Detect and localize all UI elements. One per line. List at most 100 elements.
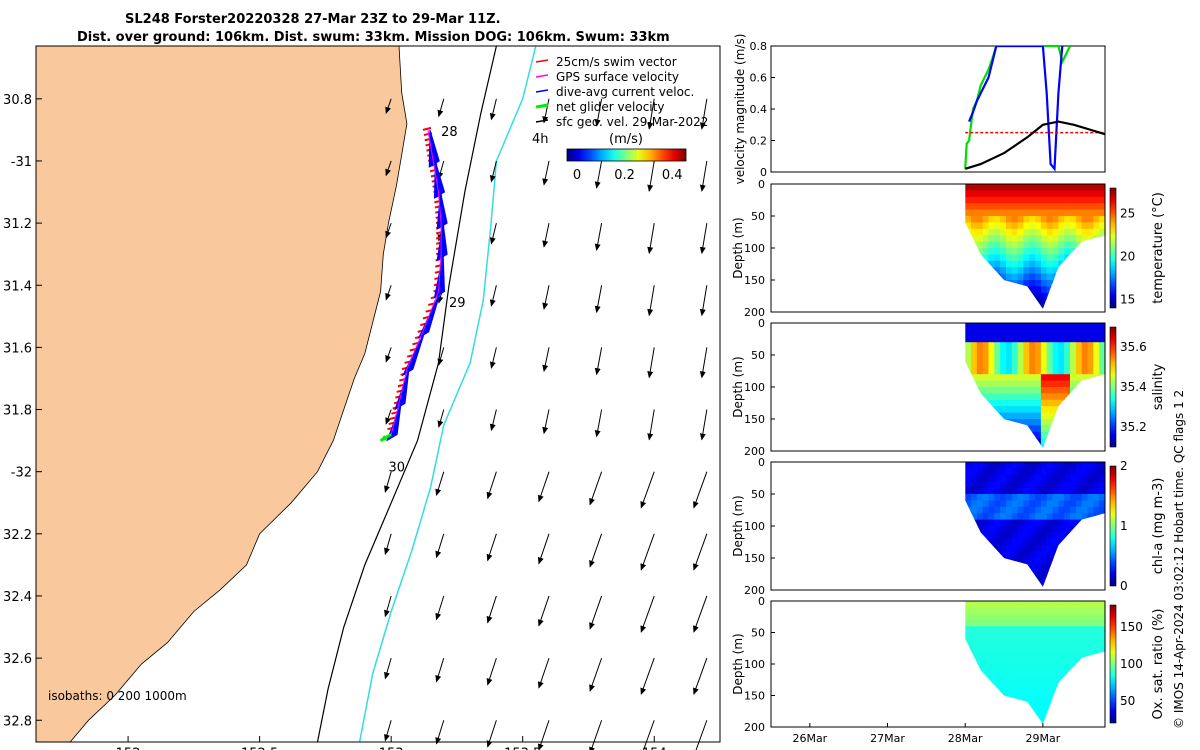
section-cell bbox=[1035, 273, 1042, 281]
section-cell bbox=[1023, 196, 1030, 204]
section-cell bbox=[1017, 545, 1024, 553]
section-cell bbox=[1006, 393, 1013, 401]
section-cell bbox=[971, 513, 978, 521]
section-cell bbox=[1099, 645, 1105, 652]
day-label: 29 bbox=[449, 296, 466, 311]
section-cell bbox=[1099, 196, 1105, 204]
section-cell bbox=[1040, 387, 1048, 394]
section-cell bbox=[1006, 638, 1013, 646]
section-cell bbox=[982, 670, 990, 678]
section-cell bbox=[1093, 632, 1100, 640]
section-cell bbox=[1023, 513, 1030, 521]
section-cell bbox=[965, 222, 972, 230]
section-cell bbox=[1064, 462, 1071, 469]
map-x-tick-label: 153.5 bbox=[504, 747, 541, 750]
section-cell bbox=[1064, 651, 1071, 659]
map-x-tick-label: 154 bbox=[642, 747, 667, 750]
section-cell bbox=[1081, 361, 1089, 369]
section-cell bbox=[1000, 348, 1007, 356]
section-cell bbox=[1023, 632, 1030, 640]
section-cell bbox=[1087, 632, 1094, 640]
section-cell bbox=[1011, 335, 1019, 343]
section-cell bbox=[994, 632, 1001, 640]
section-cell bbox=[1087, 367, 1094, 375]
section-cell bbox=[1046, 374, 1054, 382]
section-cell bbox=[1093, 607, 1100, 615]
velocity-y-tick-label: 0.4 bbox=[750, 103, 768, 116]
section-cell bbox=[1029, 613, 1036, 621]
section-cell bbox=[976, 626, 984, 634]
depth-tick-label: 50 bbox=[751, 349, 765, 362]
section-cell bbox=[965, 203, 972, 211]
section-cell bbox=[1040, 280, 1048, 287]
section-cell bbox=[1040, 329, 1048, 337]
section-cell bbox=[1017, 228, 1024, 236]
section-cell bbox=[1035, 626, 1042, 634]
section-cell bbox=[1093, 638, 1100, 646]
colorbar-tick-label: 2 bbox=[1120, 459, 1128, 473]
section-cell bbox=[1011, 538, 1019, 546]
section-cell bbox=[994, 651, 1001, 659]
section-cell bbox=[1081, 601, 1089, 608]
section-cell bbox=[1006, 228, 1013, 236]
section-cell bbox=[1006, 216, 1013, 223]
colorbar-tick-label: 50 bbox=[1120, 694, 1135, 708]
section-cell bbox=[1011, 626, 1019, 634]
depth-tick-label: 100 bbox=[744, 381, 765, 394]
section-cell bbox=[1023, 468, 1030, 476]
section-cell bbox=[1006, 676, 1013, 684]
section-cell bbox=[1029, 619, 1036, 627]
geostrophic-velocity-arrow bbox=[537, 657, 550, 689]
section-cell bbox=[1052, 374, 1059, 382]
section-cell bbox=[1029, 519, 1036, 527]
section-cell bbox=[1064, 519, 1071, 527]
section-cell bbox=[1035, 267, 1042, 275]
section-cell bbox=[1075, 613, 1083, 621]
section-cell bbox=[1017, 241, 1024, 249]
section-cell bbox=[1000, 228, 1007, 236]
section-cell bbox=[965, 607, 972, 615]
section-cell bbox=[1058, 184, 1065, 191]
geostrophic-velocity-arrow bbox=[589, 595, 603, 630]
section-cell bbox=[976, 613, 984, 621]
section-cell bbox=[1006, 273, 1013, 281]
section-cell bbox=[971, 355, 978, 362]
section-cell bbox=[1075, 367, 1083, 375]
section-cell bbox=[994, 361, 1001, 369]
section-cell bbox=[1006, 545, 1013, 553]
section-cell bbox=[1023, 367, 1030, 375]
section-cell bbox=[982, 664, 990, 671]
section-cell bbox=[1023, 254, 1030, 262]
section-cell bbox=[1052, 638, 1059, 646]
map-x-tick-label: 152.5 bbox=[241, 747, 278, 750]
section-cell bbox=[1023, 280, 1030, 287]
section-cell bbox=[1052, 676, 1059, 684]
section-cell bbox=[1046, 267, 1054, 275]
section-cell bbox=[1040, 374, 1048, 382]
section-cell bbox=[1006, 184, 1013, 191]
section-cell bbox=[1046, 532, 1054, 540]
section-cell bbox=[1040, 538, 1048, 546]
section-cell bbox=[988, 538, 995, 546]
colorbar-tick-label: 35.2 bbox=[1120, 420, 1147, 434]
section-cell bbox=[1006, 399, 1013, 407]
section-cell bbox=[1058, 228, 1065, 236]
map-y-tick-label: -32 bbox=[11, 466, 32, 481]
section-cell bbox=[994, 367, 1001, 375]
section-cell bbox=[1070, 355, 1077, 362]
section-cell bbox=[1000, 538, 1007, 546]
section-cell bbox=[965, 462, 972, 469]
section-cell bbox=[1058, 601, 1065, 608]
section-cell bbox=[1035, 462, 1042, 469]
section-cell bbox=[1011, 374, 1019, 382]
section-cell bbox=[1017, 393, 1024, 401]
section-cell bbox=[1058, 367, 1065, 375]
section-cell bbox=[1058, 387, 1065, 394]
section-cell bbox=[1023, 689, 1030, 697]
map-y-tick-label: 31.8 bbox=[3, 404, 32, 419]
geostrophic-velocity-arrow bbox=[693, 657, 708, 696]
section-cell bbox=[1023, 184, 1030, 191]
velocity-y-tick-label: 0.2 bbox=[750, 135, 768, 148]
geostrophic-velocity-arrow bbox=[640, 533, 655, 571]
section-cell bbox=[1029, 632, 1036, 640]
